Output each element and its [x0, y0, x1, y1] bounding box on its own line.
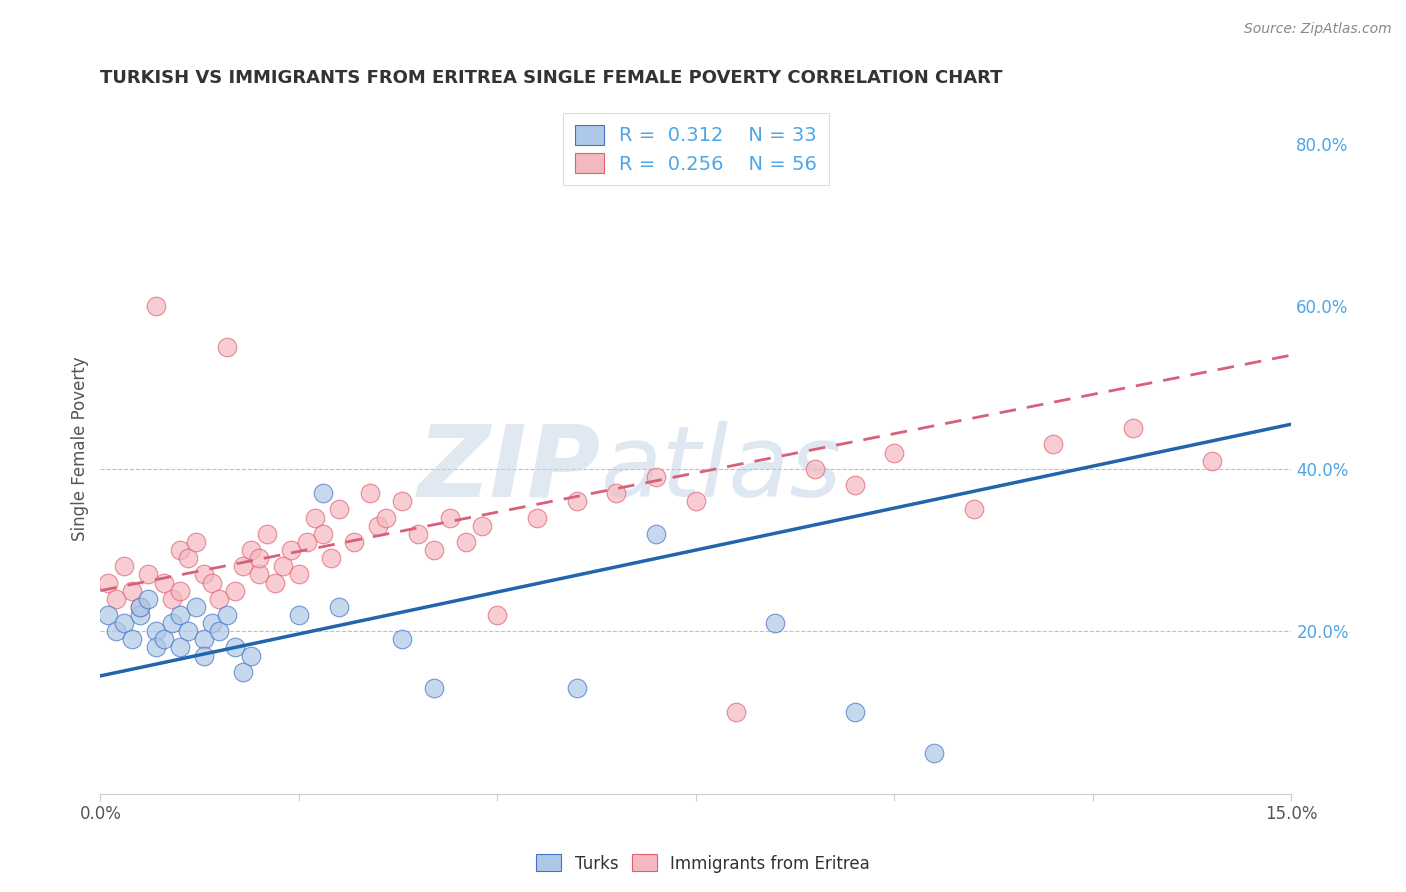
Point	[526, 510, 548, 524]
Point	[145, 640, 167, 655]
Point	[359, 486, 381, 500]
Point	[565, 681, 588, 695]
Point	[232, 665, 254, 679]
Point	[247, 551, 270, 566]
Point	[439, 510, 461, 524]
Point	[565, 494, 588, 508]
Point	[208, 591, 231, 606]
Point	[763, 616, 786, 631]
Point	[169, 543, 191, 558]
Point	[406, 526, 429, 541]
Text: Source: ZipAtlas.com: Source: ZipAtlas.com	[1244, 22, 1392, 37]
Point	[136, 591, 159, 606]
Point	[328, 599, 350, 614]
Point	[724, 706, 747, 720]
Point	[200, 575, 222, 590]
Point	[193, 567, 215, 582]
Point	[328, 502, 350, 516]
Point	[129, 607, 152, 622]
Point	[176, 551, 198, 566]
Point	[208, 624, 231, 639]
Point	[232, 559, 254, 574]
Point	[193, 648, 215, 663]
Point	[112, 559, 135, 574]
Point	[129, 599, 152, 614]
Point	[454, 535, 477, 549]
Point	[240, 648, 263, 663]
Point	[605, 486, 627, 500]
Legend: Turks, Immigrants from Eritrea: Turks, Immigrants from Eritrea	[530, 847, 876, 880]
Point	[423, 543, 446, 558]
Point	[145, 624, 167, 639]
Point	[129, 599, 152, 614]
Point	[470, 518, 492, 533]
Point	[645, 470, 668, 484]
Point	[1201, 453, 1223, 467]
Point	[295, 535, 318, 549]
Point	[844, 706, 866, 720]
Point	[112, 616, 135, 631]
Point	[375, 510, 398, 524]
Point	[256, 526, 278, 541]
Legend: R =  0.312    N = 33, R =  0.256    N = 56: R = 0.312 N = 33, R = 0.256 N = 56	[562, 113, 830, 186]
Point	[160, 616, 183, 631]
Point	[97, 607, 120, 622]
Y-axis label: Single Female Poverty: Single Female Poverty	[72, 356, 89, 541]
Point	[97, 575, 120, 590]
Point	[264, 575, 287, 590]
Point	[645, 526, 668, 541]
Point	[169, 583, 191, 598]
Point	[224, 583, 246, 598]
Point	[319, 551, 342, 566]
Point	[121, 632, 143, 647]
Point	[367, 518, 389, 533]
Point	[105, 624, 128, 639]
Point	[184, 599, 207, 614]
Text: ZIP: ZIP	[418, 421, 600, 517]
Point	[922, 746, 945, 760]
Point	[1122, 421, 1144, 435]
Point	[844, 478, 866, 492]
Point	[160, 591, 183, 606]
Point	[304, 510, 326, 524]
Point	[240, 543, 263, 558]
Point	[169, 640, 191, 655]
Point	[271, 559, 294, 574]
Point	[153, 575, 176, 590]
Point	[176, 624, 198, 639]
Point	[963, 502, 986, 516]
Point	[224, 640, 246, 655]
Point	[121, 583, 143, 598]
Point	[280, 543, 302, 558]
Point	[685, 494, 707, 508]
Point	[883, 445, 905, 459]
Point	[423, 681, 446, 695]
Point	[1042, 437, 1064, 451]
Point	[312, 486, 335, 500]
Point	[184, 535, 207, 549]
Point	[247, 567, 270, 582]
Point	[804, 462, 827, 476]
Point	[343, 535, 366, 549]
Point	[391, 494, 413, 508]
Point	[312, 526, 335, 541]
Point	[105, 591, 128, 606]
Point	[145, 299, 167, 313]
Point	[217, 340, 239, 354]
Point	[193, 632, 215, 647]
Point	[200, 616, 222, 631]
Point	[136, 567, 159, 582]
Point	[169, 607, 191, 622]
Text: TURKISH VS IMMIGRANTS FROM ERITREA SINGLE FEMALE POVERTY CORRELATION CHART: TURKISH VS IMMIGRANTS FROM ERITREA SINGL…	[100, 69, 1002, 87]
Point	[391, 632, 413, 647]
Point	[153, 632, 176, 647]
Point	[288, 607, 311, 622]
Text: atlas: atlas	[600, 421, 842, 517]
Point	[486, 607, 509, 622]
Point	[217, 607, 239, 622]
Point	[288, 567, 311, 582]
